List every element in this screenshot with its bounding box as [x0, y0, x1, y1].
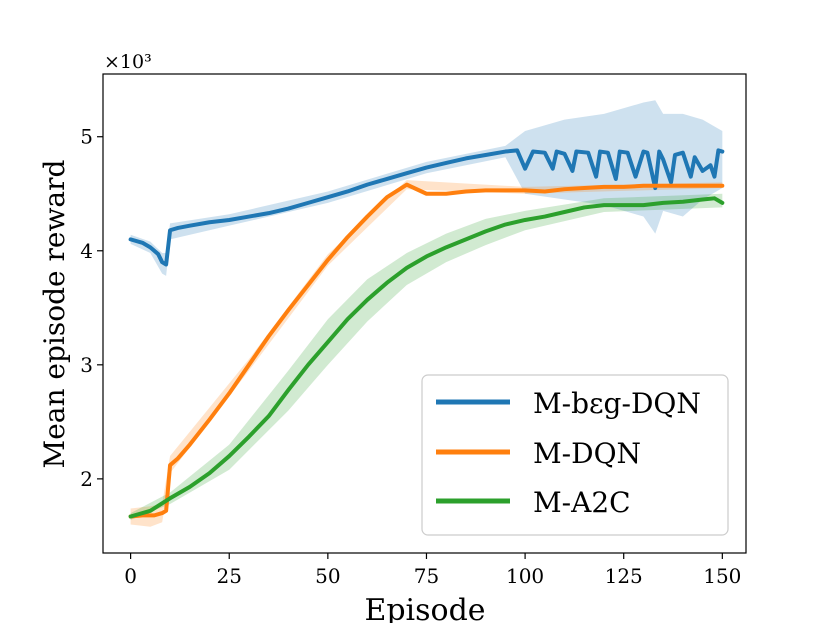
x-tick-label: 125 [605, 564, 643, 588]
line-m-a2c [128, 196, 725, 519]
y-tick-label: 2 [80, 467, 93, 491]
legend: M-bεg-DQN M-DQN M-A2C [421, 374, 729, 536]
y-axis: 2 3 4 5 [80, 125, 103, 491]
y-axis-label: Mean episode reward [38, 160, 71, 469]
x-axis: 0 25 50 75 100 125 150 [124, 553, 741, 588]
x-axis-label: Episode [364, 593, 485, 623]
x-tick-label: 100 [506, 564, 544, 588]
x-tick-label: 50 [315, 564, 340, 588]
y-tick-label: 5 [80, 125, 93, 149]
x-tick-label: 75 [414, 564, 439, 588]
line-m-b-g-dqn [128, 148, 725, 267]
legend-label-m-beg-dqn: M-bεg-DQN [533, 387, 701, 420]
plot-area-frame [102, 73, 747, 554]
legend-label-m-dqn: M-DQN [533, 437, 641, 470]
legend-box [421, 374, 729, 536]
x-tick-label: 25 [217, 564, 242, 588]
y-tick-label: 3 [80, 353, 93, 377]
x-tick-label: 0 [124, 564, 137, 588]
x-tick-label: 150 [703, 564, 741, 588]
series-lines [128, 148, 725, 519]
y-tick-label: 4 [80, 239, 93, 263]
legend-label-m-a2c: M-A2C [533, 486, 631, 519]
y-multiplier-label: ×10³ [104, 51, 152, 73]
line-m-dqn [128, 182, 725, 519]
band-m-b-g-dqn [130, 100, 723, 276]
